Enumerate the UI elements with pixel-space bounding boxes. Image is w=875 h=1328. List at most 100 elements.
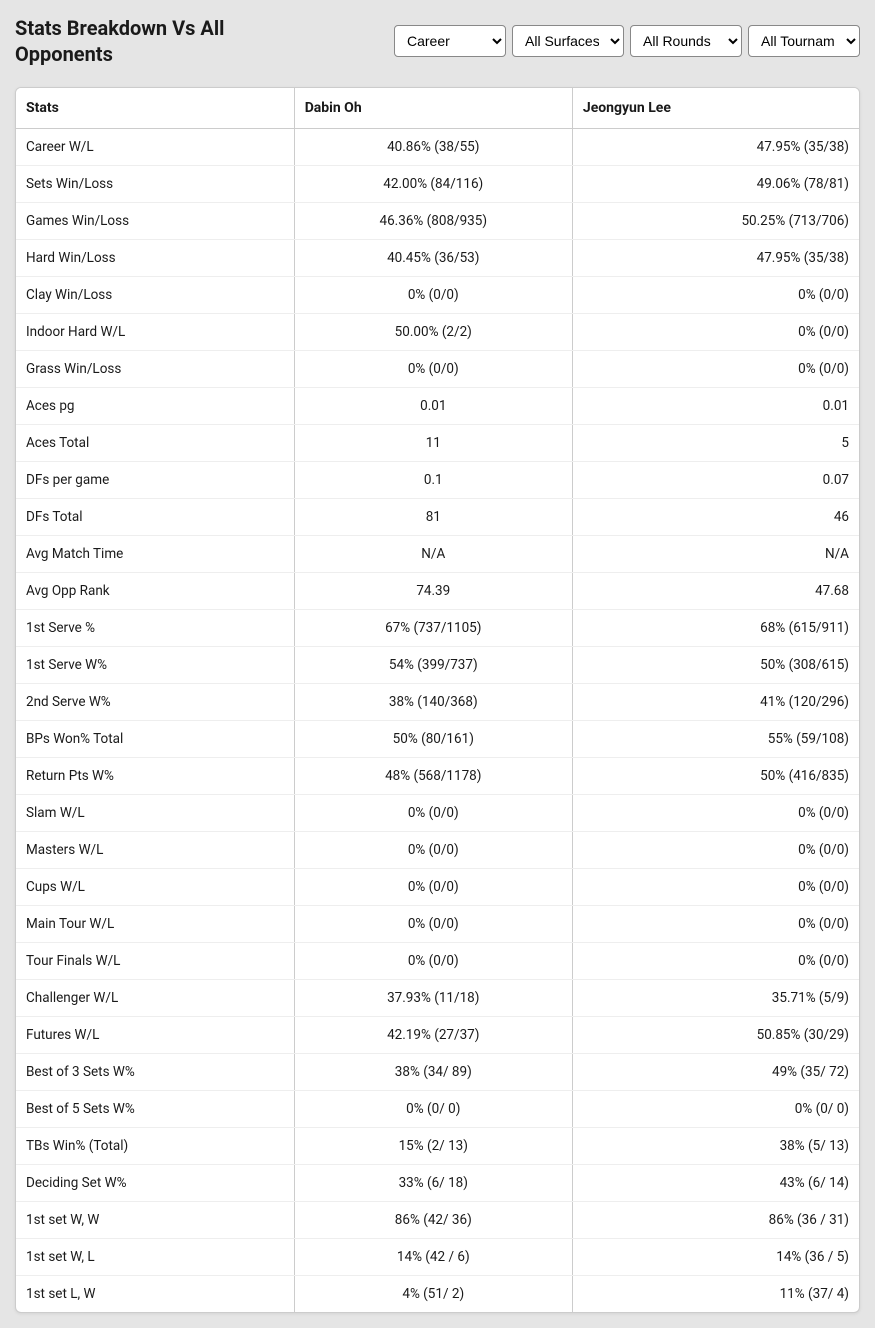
player1-value: 0% (0/ 0)	[294, 1091, 572, 1128]
stat-label: Grass Win/Loss	[16, 351, 294, 388]
stats-table: Stats Dabin Oh Jeongyun Lee Career W/L40…	[16, 88, 859, 1312]
header: Stats Breakdown Vs All Opponents Career …	[15, 15, 860, 67]
stat-label: Deciding Set W%	[16, 1165, 294, 1202]
player2-value: 50.25% (713/706)	[572, 203, 859, 240]
player1-value: 74.39	[294, 573, 572, 610]
stat-label: Games Win/Loss	[16, 203, 294, 240]
player1-value: 54% (399/737)	[294, 647, 572, 684]
player1-value: 0% (0/0)	[294, 869, 572, 906]
player2-value: 0% (0/0)	[572, 795, 859, 832]
table-row: Futures W/L42.19% (27/37)50.85% (30/29)	[16, 1017, 859, 1054]
stat-label: 1st set W, L	[16, 1239, 294, 1276]
table-row: BPs Won% Total50% (80/161)55% (59/108)	[16, 721, 859, 758]
table-row: 1st set L, W4% (51/ 2)11% (37/ 4)	[16, 1276, 859, 1313]
player2-value: 47.68	[572, 573, 859, 610]
surface-select[interactable]: All Surfaces	[512, 25, 624, 57]
player2-value: 43% (6/ 14)	[572, 1165, 859, 1202]
player2-value: N/A	[572, 536, 859, 573]
player2-value: 5	[572, 425, 859, 462]
table-row: Masters W/L0% (0/0)0% (0/0)	[16, 832, 859, 869]
player1-value: 0.01	[294, 388, 572, 425]
player2-value: 0.07	[572, 462, 859, 499]
table-row: Avg Opp Rank74.3947.68	[16, 573, 859, 610]
player1-value: 15% (2/ 13)	[294, 1128, 572, 1165]
player2-value: 38% (5/ 13)	[572, 1128, 859, 1165]
table-row: 1st Serve %67% (737/1105)68% (615/911)	[16, 610, 859, 647]
table-row: Challenger W/L37.93% (11/18)35.71% (5/9)	[16, 980, 859, 1017]
player2-value: 47.95% (35/38)	[572, 129, 859, 166]
stat-label: Hard Win/Loss	[16, 240, 294, 277]
player1-value: 42.19% (27/37)	[294, 1017, 572, 1054]
stat-label: 1st set L, W	[16, 1276, 294, 1313]
player1-value: 86% (42/ 36)	[294, 1202, 572, 1239]
filter-bar: Career All Surfaces All Rounds All Tourn…	[394, 25, 860, 57]
player2-value: 35.71% (5/9)	[572, 980, 859, 1017]
stat-label: BPs Won% Total	[16, 721, 294, 758]
player2-value: 0% (0/0)	[572, 314, 859, 351]
table-row: 1st Serve W%54% (399/737)50% (308/615)	[16, 647, 859, 684]
player2-value: 49.06% (78/81)	[572, 166, 859, 203]
player2-value: 0% (0/ 0)	[572, 1091, 859, 1128]
stat-label: Masters W/L	[16, 832, 294, 869]
table-row: DFs per game0.10.07	[16, 462, 859, 499]
player2-value: 0% (0/0)	[572, 906, 859, 943]
stat-label: Avg Match Time	[16, 536, 294, 573]
stat-label: Career W/L	[16, 129, 294, 166]
player1-value: 40.45% (36/53)	[294, 240, 572, 277]
player1-value: 0% (0/0)	[294, 906, 572, 943]
player2-value: 49% (35/ 72)	[572, 1054, 859, 1091]
player1-value: 0% (0/0)	[294, 351, 572, 388]
stat-label: DFs Total	[16, 499, 294, 536]
player1-value: 4% (51/ 2)	[294, 1276, 572, 1313]
player2-value: 68% (615/911)	[572, 610, 859, 647]
stat-label: 1st Serve W%	[16, 647, 294, 684]
col-header-player1: Dabin Oh	[294, 88, 572, 129]
table-row: 1st set W, W86% (42/ 36)86% (36 / 31)	[16, 1202, 859, 1239]
player1-value: 0% (0/0)	[294, 832, 572, 869]
stat-label: TBs Win% (Total)	[16, 1128, 294, 1165]
table-row: 1st set W, L14% (42 / 6)14% (36 / 5)	[16, 1239, 859, 1276]
stat-label: Best of 3 Sets W%	[16, 1054, 294, 1091]
player1-value: 11	[294, 425, 572, 462]
stat-label: 1st Serve %	[16, 610, 294, 647]
table-row: Main Tour W/L0% (0/0)0% (0/0)	[16, 906, 859, 943]
table-row: Aces pg0.010.01	[16, 388, 859, 425]
stat-label: DFs per game	[16, 462, 294, 499]
page-title: Stats Breakdown Vs All Opponents	[15, 15, 315, 67]
table-row: Sets Win/Loss42.00% (84/116)49.06% (78/8…	[16, 166, 859, 203]
period-select[interactable]: Career	[394, 25, 506, 57]
stat-label: Cups W/L	[16, 869, 294, 906]
player1-value: 67% (737/1105)	[294, 610, 572, 647]
stat-label: Sets Win/Loss	[16, 166, 294, 203]
stat-label: Aces pg	[16, 388, 294, 425]
player2-value: 0% (0/0)	[572, 869, 859, 906]
table-row: Grass Win/Loss0% (0/0)0% (0/0)	[16, 351, 859, 388]
player1-value: 38% (34/ 89)	[294, 1054, 572, 1091]
table-row: Indoor Hard W/L50.00% (2/2)0% (0/0)	[16, 314, 859, 351]
stat-label: Best of 5 Sets W%	[16, 1091, 294, 1128]
table-header-row: Stats Dabin Oh Jeongyun Lee	[16, 88, 859, 129]
table-row: Avg Match TimeN/AN/A	[16, 536, 859, 573]
player2-value: 46	[572, 499, 859, 536]
player1-value: 48% (568/1178)	[294, 758, 572, 795]
player1-value: 81	[294, 499, 572, 536]
stat-label: 1st set W, W	[16, 1202, 294, 1239]
player2-value: 50.85% (30/29)	[572, 1017, 859, 1054]
player1-value: 50% (80/161)	[294, 721, 572, 758]
col-header-player2: Jeongyun Lee	[572, 88, 859, 129]
stat-label: Clay Win/Loss	[16, 277, 294, 314]
player2-value: 86% (36 / 31)	[572, 1202, 859, 1239]
stat-label: Challenger W/L	[16, 980, 294, 1017]
round-select[interactable]: All Rounds	[630, 25, 742, 57]
stat-label: Main Tour W/L	[16, 906, 294, 943]
table-row: Aces Total115	[16, 425, 859, 462]
table-row: Hard Win/Loss40.45% (36/53)47.95% (35/38…	[16, 240, 859, 277]
table-row: Clay Win/Loss0% (0/0)0% (0/0)	[16, 277, 859, 314]
tournament-select[interactable]: All Tournaments	[748, 25, 860, 57]
player2-value: 0% (0/0)	[572, 832, 859, 869]
player2-value: 0.01	[572, 388, 859, 425]
table-row: Career W/L40.86% (38/55)47.95% (35/38)	[16, 129, 859, 166]
player1-value: 37.93% (11/18)	[294, 980, 572, 1017]
player1-value: 14% (42 / 6)	[294, 1239, 572, 1276]
table-row: Deciding Set W%33% (6/ 18)43% (6/ 14)	[16, 1165, 859, 1202]
